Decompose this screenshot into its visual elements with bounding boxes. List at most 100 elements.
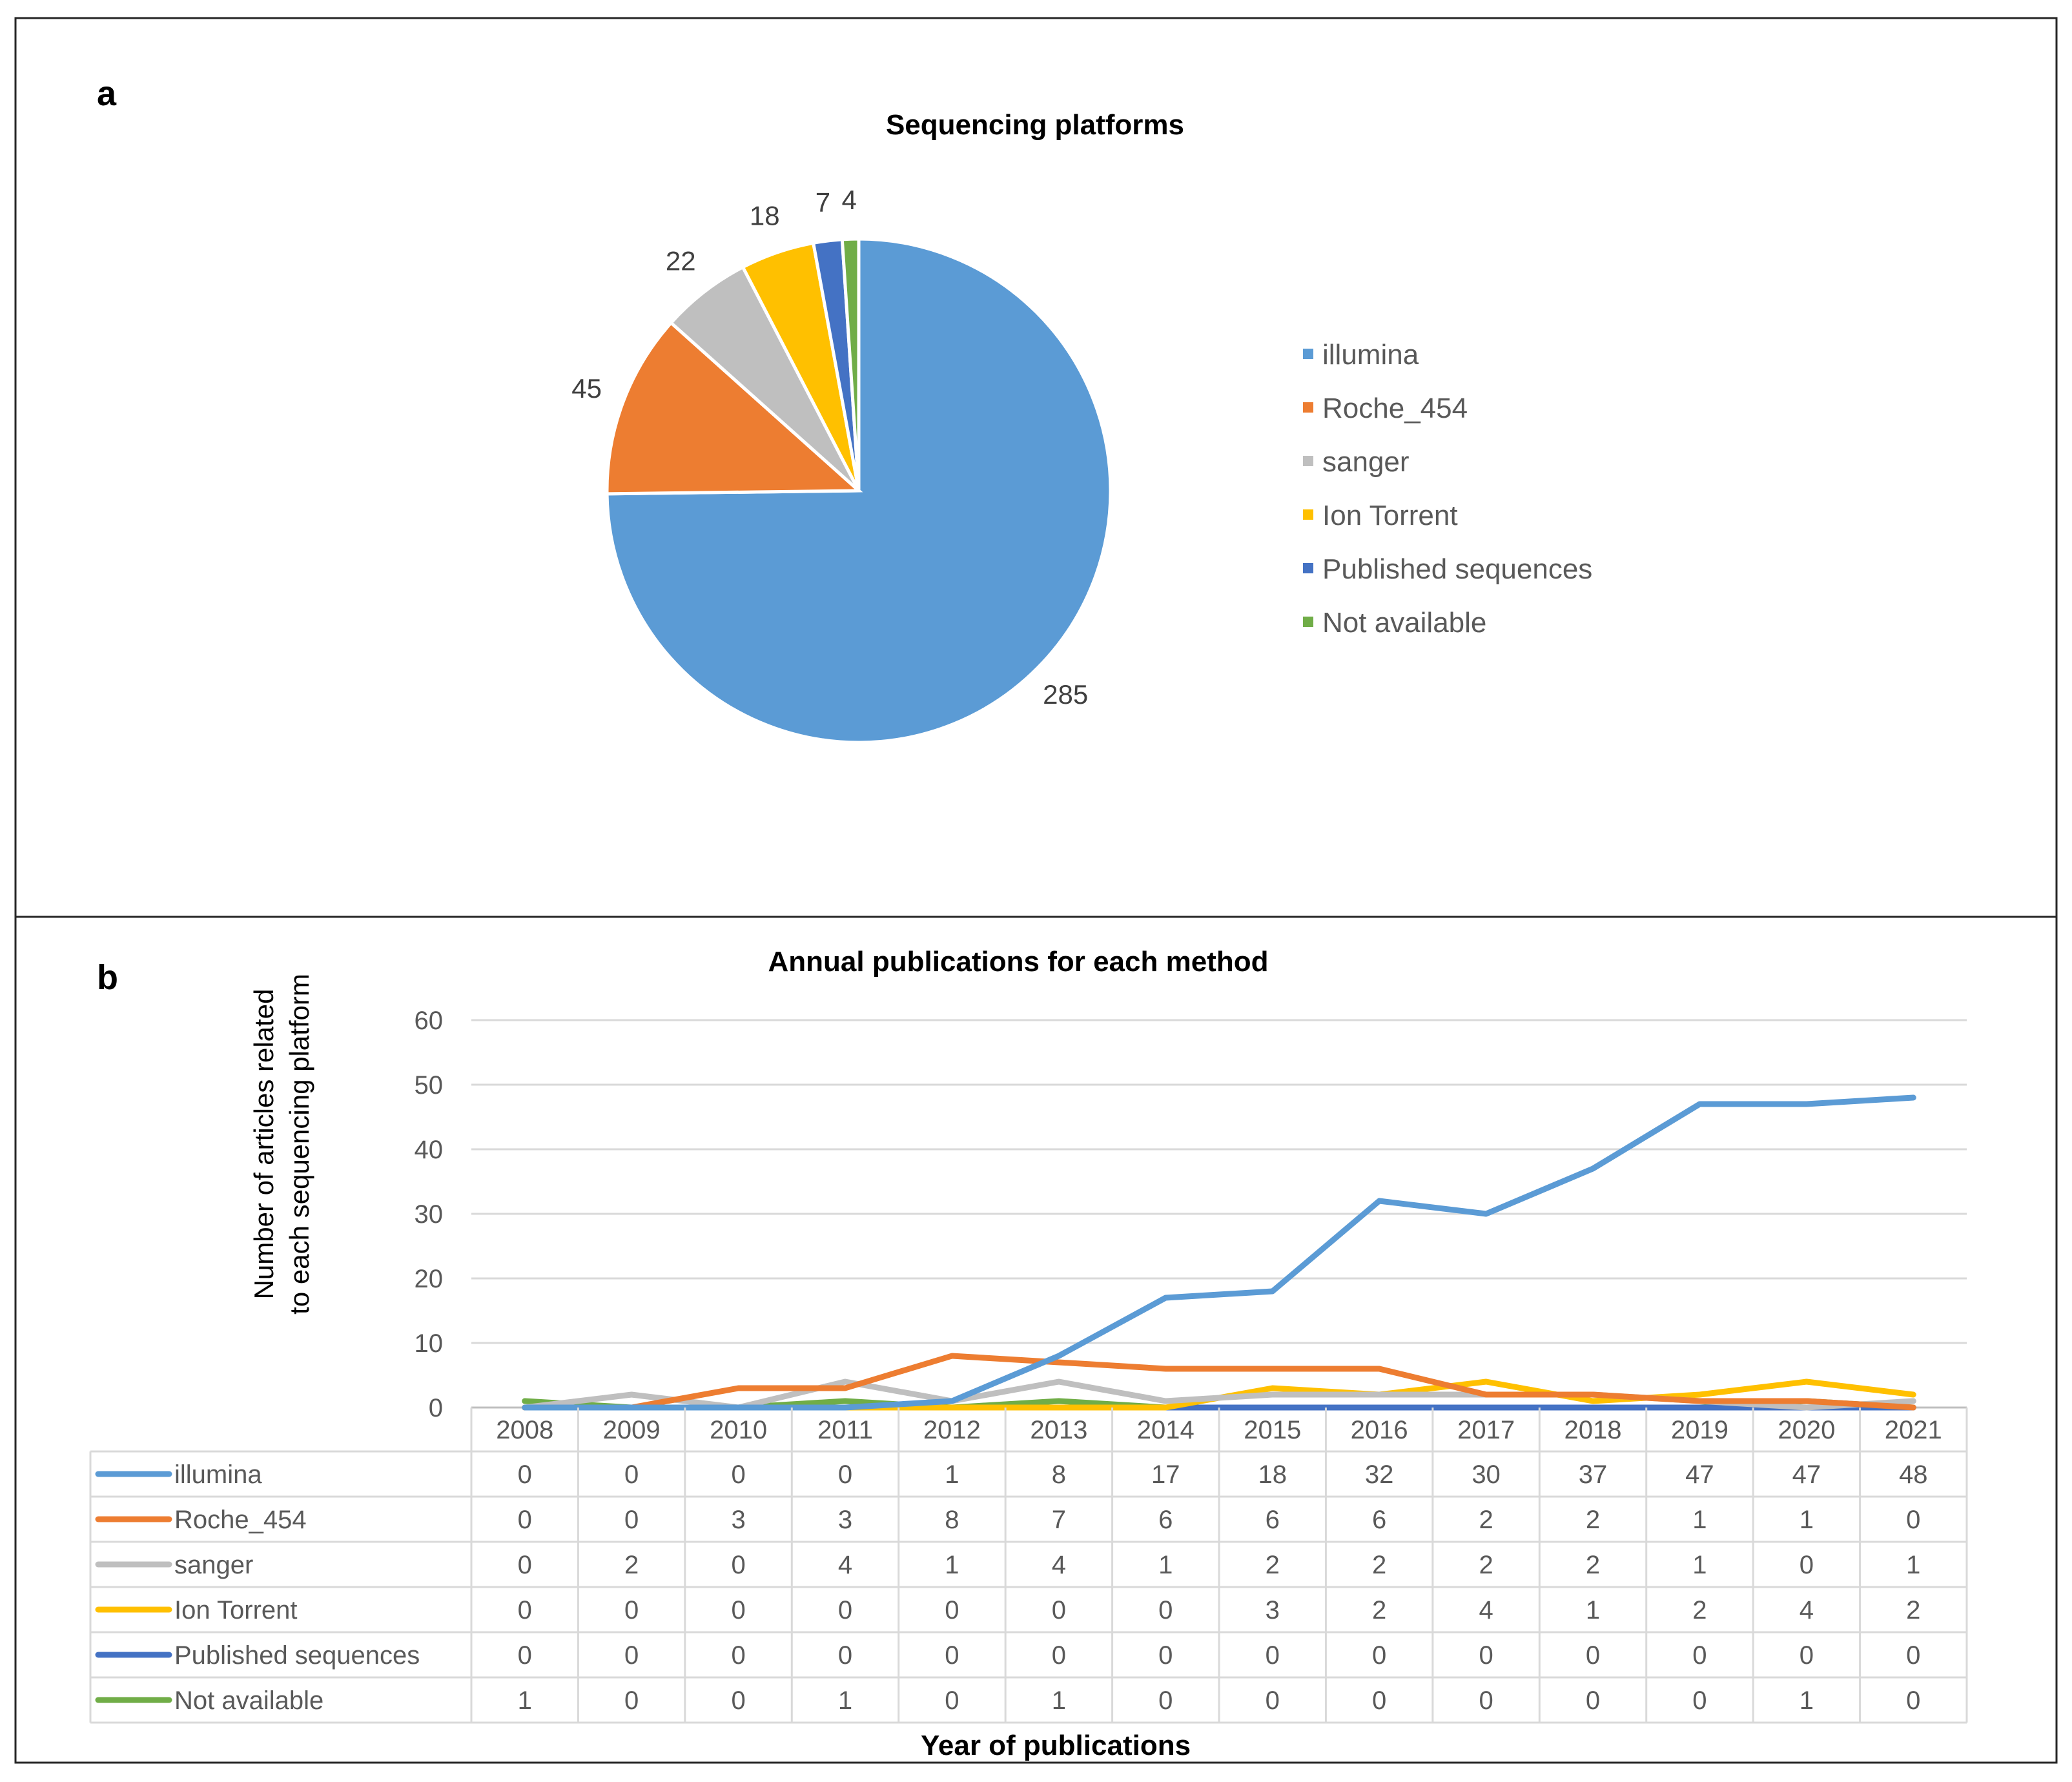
x-tick-label-2016: 2016 bbox=[1351, 1416, 1408, 1444]
table-cell-published-sequences-2019: 0 bbox=[1692, 1641, 1707, 1670]
table-cell-not-available-2019: 0 bbox=[1692, 1686, 1707, 1715]
pie-data-label-published-sequences: 7 bbox=[815, 187, 830, 217]
table-cell-sanger-2016: 2 bbox=[1372, 1551, 1386, 1579]
table-cell-illumina-2015: 18 bbox=[1258, 1460, 1287, 1489]
table-cell-ion-torrent-2015: 3 bbox=[1266, 1596, 1280, 1624]
y-tick-label-30: 30 bbox=[415, 1200, 444, 1229]
table-cell-published-sequences-2011: 0 bbox=[838, 1641, 852, 1670]
x-tick-label-2019: 2019 bbox=[1671, 1416, 1728, 1444]
legend-swatch-not-available bbox=[1303, 617, 1313, 627]
table-cell-sanger-2019: 1 bbox=[1692, 1551, 1707, 1579]
table-cell-sanger-2009: 2 bbox=[624, 1551, 639, 1579]
table-row-label-illumina: illumina bbox=[174, 1460, 262, 1489]
table-cell-sanger-2008: 0 bbox=[518, 1551, 532, 1579]
table-cell-roche-454-2008: 0 bbox=[518, 1506, 532, 1534]
table-cell-ion-torrent-2008: 0 bbox=[518, 1596, 532, 1624]
legend-label-ion-torrent: Ion Torrent bbox=[1322, 500, 1458, 531]
x-tick-label-2008: 2008 bbox=[496, 1416, 553, 1444]
table-cell-sanger-2017: 2 bbox=[1479, 1551, 1493, 1579]
y-axis-title-line-1: Number of articles related bbox=[249, 989, 279, 1300]
y-tick-label-10: 10 bbox=[415, 1329, 444, 1358]
x-tick-label-2009: 2009 bbox=[603, 1416, 661, 1444]
y-tick-label-20: 20 bbox=[415, 1265, 444, 1293]
x-tick-label-2011: 2011 bbox=[817, 1416, 873, 1444]
y-tick-label-60: 60 bbox=[415, 1007, 444, 1035]
table-cell-roche-454-2020: 1 bbox=[1800, 1506, 1814, 1534]
table-cell-ion-torrent-2011: 0 bbox=[838, 1596, 852, 1624]
x-tick-label-2017: 2017 bbox=[1457, 1416, 1515, 1444]
table-cell-ion-torrent-2017: 4 bbox=[1479, 1596, 1493, 1624]
table-cell-sanger-2015: 2 bbox=[1266, 1551, 1280, 1579]
legend-swatch-roche-454 bbox=[1303, 402, 1313, 413]
table-cell-roche-454-2018: 2 bbox=[1586, 1506, 1600, 1534]
table-cell-sanger-2018: 2 bbox=[1586, 1551, 1600, 1579]
x-tick-label-2020: 2020 bbox=[1778, 1416, 1835, 1444]
pie-slice-roche-454 bbox=[605, 320, 863, 496]
table-cell-not-available-2017: 0 bbox=[1479, 1686, 1493, 1715]
table-cell-published-sequences-2008: 0 bbox=[518, 1641, 532, 1670]
table-cell-ion-torrent-2021: 2 bbox=[1906, 1596, 1920, 1624]
table-cell-not-available-2021: 0 bbox=[1906, 1686, 1920, 1715]
table-cell-ion-torrent-2018: 1 bbox=[1586, 1596, 1600, 1624]
table-cell-not-available-2011: 1 bbox=[838, 1686, 852, 1715]
table-cell-roche-454-2012: 8 bbox=[945, 1506, 959, 1534]
table-cell-not-available-2020: 1 bbox=[1800, 1686, 1814, 1715]
table-cell-published-sequences-2009: 0 bbox=[624, 1641, 639, 1670]
line-chart-gridlines bbox=[471, 1019, 1967, 1409]
data-table: 2008 2009 2010 2011 2012 2013 2014 2015 2016 2017… bbox=[89, 1408, 1968, 1724]
table-cell-sanger-2011: 4 bbox=[838, 1551, 852, 1579]
table-cell-illumina-2010: 0 bbox=[731, 1460, 745, 1489]
table-cell-ion-torrent-2016: 2 bbox=[1372, 1596, 1386, 1624]
legend-label-roche-454: Roche_454 bbox=[1322, 393, 1468, 424]
y-axis-tick-labels: 0 10 20 30 40 50 60 bbox=[415, 1007, 444, 1422]
legend-swatch-sanger bbox=[1303, 456, 1313, 466]
table-cell-not-available-2016: 0 bbox=[1372, 1686, 1386, 1715]
series-line-illumina bbox=[522, 1094, 1916, 1411]
table-cell-ion-torrent-2020: 4 bbox=[1800, 1596, 1814, 1624]
table-cell-roche-454-2011: 3 bbox=[838, 1506, 852, 1534]
table-cell-published-sequences-2014: 0 bbox=[1158, 1641, 1173, 1670]
x-tick-label-2010: 2010 bbox=[710, 1416, 767, 1444]
legend-swatch-ion-torrent bbox=[1303, 509, 1313, 520]
table-cell-published-sequences-2012: 0 bbox=[945, 1641, 959, 1670]
table-cell-sanger-2010: 0 bbox=[731, 1551, 745, 1579]
x-tick-label-2018: 2018 bbox=[1564, 1416, 1622, 1444]
table-cell-illumina-2016: 32 bbox=[1365, 1460, 1394, 1489]
table-cell-ion-torrent-2019: 2 bbox=[1692, 1596, 1707, 1624]
table-cell-roche-454-2017: 2 bbox=[1479, 1506, 1493, 1534]
table-cell-ion-torrent-2013: 0 bbox=[1052, 1596, 1066, 1624]
table-cell-roche-454-2019: 1 bbox=[1692, 1506, 1707, 1534]
table-cell-roche-454-2016: 6 bbox=[1372, 1506, 1386, 1534]
pie-slice-not-available bbox=[840, 237, 861, 491]
table-cell-published-sequences-2018: 0 bbox=[1586, 1641, 1600, 1670]
pie-data-label-illumina: 285 bbox=[1043, 679, 1088, 710]
pie-data-label-ion-torrent: 18 bbox=[750, 200, 780, 230]
table-cell-ion-torrent-2009: 0 bbox=[624, 1596, 639, 1624]
table-cell-roche-454-2021: 0 bbox=[1906, 1506, 1920, 1534]
table-cell-sanger-2013: 4 bbox=[1052, 1551, 1066, 1579]
line-series bbox=[522, 1094, 1916, 1411]
table-row-label-not-available: Not available bbox=[174, 1686, 323, 1715]
table-cell-illumina-2017: 30 bbox=[1472, 1460, 1501, 1489]
y-axis-title: Number of articles related to each seque… bbox=[249, 974, 314, 1315]
legend-label-illumina: illumina bbox=[1322, 339, 1419, 371]
pie-data-labels: 285 45 22 18 7 4 bbox=[571, 185, 1088, 710]
table-cell-not-available-2009: 0 bbox=[624, 1686, 639, 1715]
y-tick-label-40: 40 bbox=[415, 1136, 444, 1164]
legend-label-not-available: Not available bbox=[1322, 607, 1486, 639]
table-row-label-roche-454: Roche_454 bbox=[174, 1506, 307, 1534]
pie-chart-title: Sequencing platforms bbox=[886, 109, 1184, 141]
table-cell-not-available-2018: 0 bbox=[1586, 1686, 1600, 1715]
table-cell-not-available-2010: 0 bbox=[731, 1686, 745, 1715]
table-cell-roche-454-2010: 3 bbox=[731, 1506, 745, 1534]
table-cell-published-sequences-2021: 0 bbox=[1906, 1641, 1920, 1670]
table-cell-ion-torrent-2014: 0 bbox=[1158, 1596, 1173, 1624]
panel-b-frame bbox=[14, 916, 2058, 1764]
table-cell-not-available-2015: 0 bbox=[1266, 1686, 1280, 1715]
table-cell-illumina-2012: 1 bbox=[945, 1460, 959, 1489]
y-tick-label-50: 50 bbox=[415, 1071, 444, 1100]
table-cell-roche-454-2013: 7 bbox=[1052, 1506, 1066, 1534]
table-cell-illumina-2013: 8 bbox=[1052, 1460, 1066, 1489]
